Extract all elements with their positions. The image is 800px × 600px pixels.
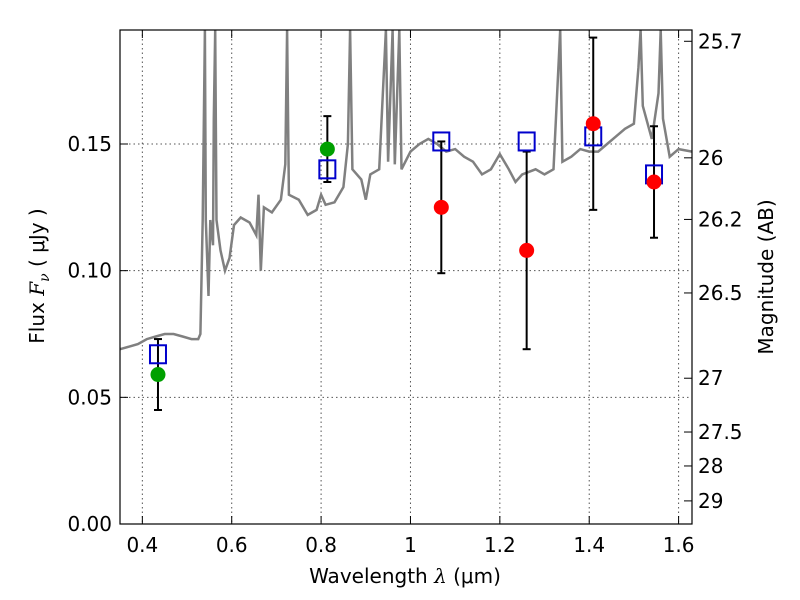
x-tick-label: 1 [404,533,417,557]
model-point [318,159,337,180]
model-point [432,131,451,152]
data-point [319,141,335,157]
magnitude-tick-label: 28 [698,454,723,478]
y-axis-ticks: 0.00 0.05 0.10 0.15 [67,132,128,536]
y-tick-label: 0.05 [67,385,112,409]
magnitude-tick-label: 26 [698,146,723,170]
magnitude-axis-title: Magnitude (AB) [754,199,778,354]
magnitude-tick-label: 29 [698,489,723,513]
magnitude-tick-label: 26.2 [698,207,743,231]
magnitude-tick-label: 26.5 [698,281,743,305]
model-spectrum-line [119,29,693,351]
magnitude-tick-label: 27.5 [698,420,743,444]
data-point [433,199,449,215]
y-tick-label: 0.00 [67,512,112,536]
circle-markers [150,116,662,383]
x-tick-label: 0.4 [126,533,158,557]
magnitude-tick-label: 27 [698,366,723,390]
x-tick-label: 0.6 [216,533,248,557]
plot-frame [119,29,693,525]
x-tick-label: 1.4 [573,533,605,557]
y-axis-title: Flux Fν ( μJy ) [25,208,53,343]
open-square-markers [148,126,664,365]
x-axis-ticks: 0.4 0.6 0.8 1 1.2 1.4 1.6 [126,30,695,557]
magnitude-tick-label: 25.7 [698,29,743,53]
data-point [585,116,601,132]
x-tick-label: 1.2 [484,533,516,557]
x-tick-label: 1.6 [663,533,695,557]
magnitude-axis-ticks: 25.7 26 26.2 26.5 27 27.5 28 29 [684,29,743,513]
data-point [150,367,166,383]
model-point [148,344,167,365]
data-point [646,174,662,190]
y-tick-label: 0.15 [67,132,112,156]
model-point [517,131,536,152]
x-axis-title: Wavelength λ (μm) [309,564,501,588]
x-tick-label: 0.8 [305,533,337,557]
data-point [519,242,535,258]
y-tick-label: 0.10 [67,259,112,283]
